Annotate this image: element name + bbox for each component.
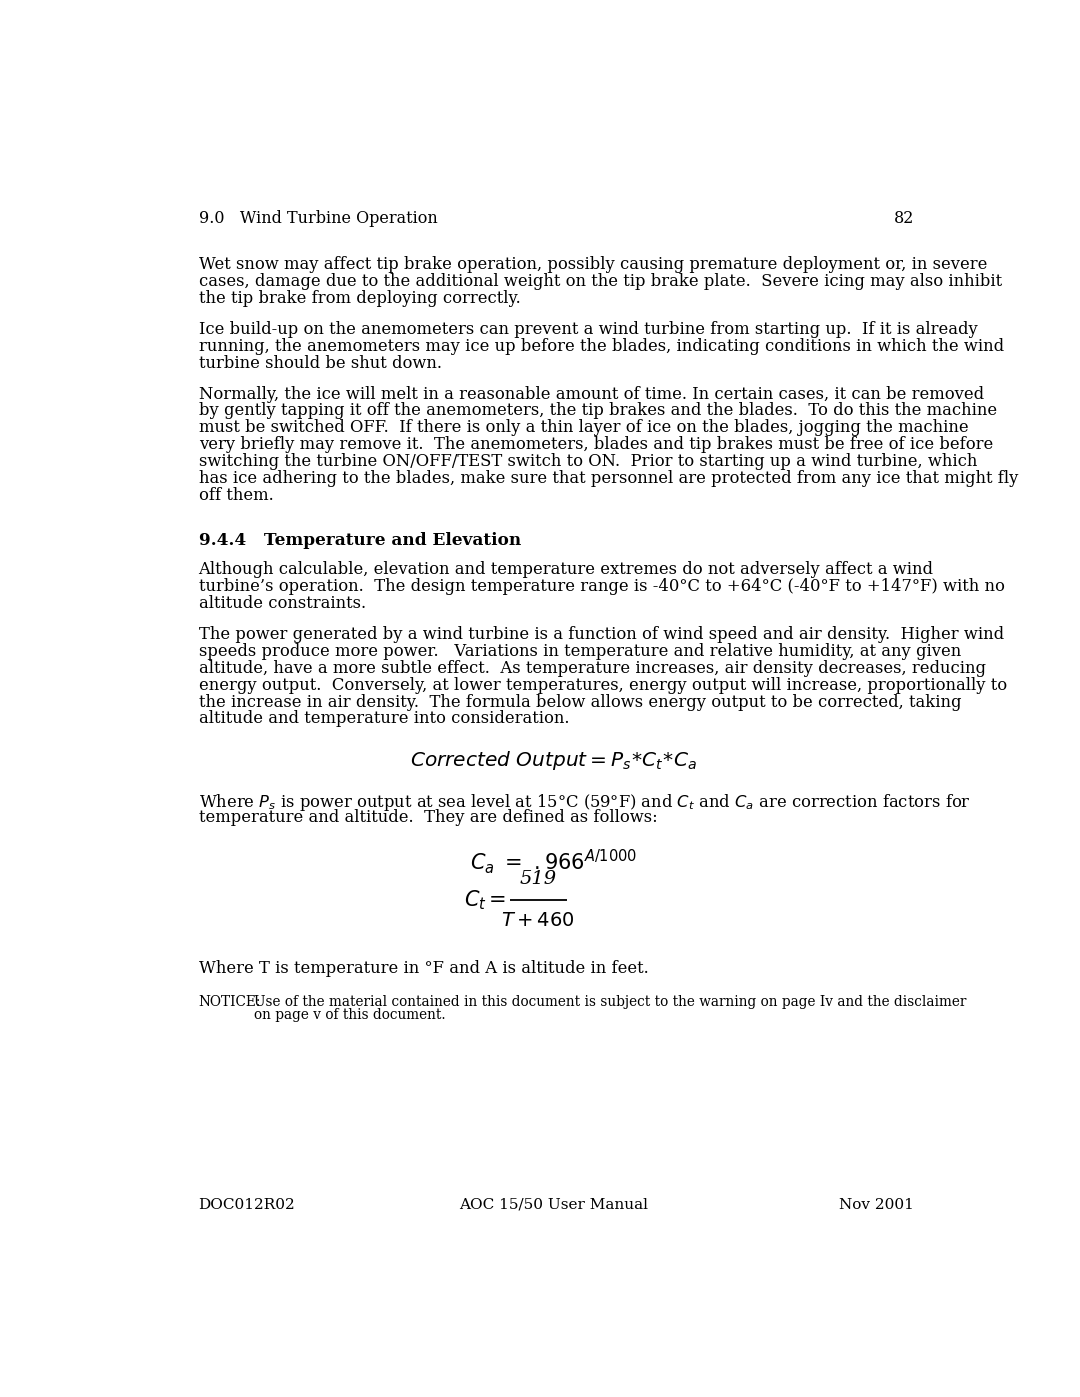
Text: altitude and temperature into consideration.: altitude and temperature into considerat… <box>199 711 569 728</box>
Text: NOTICE:: NOTICE: <box>199 996 261 1010</box>
Text: has ice adhering to the blades, make sure that personnel are protected from any : has ice adhering to the blades, make sur… <box>199 471 1018 488</box>
Text: Although calculable, elevation and temperature extremes do not adversely affect : Although calculable, elevation and tempe… <box>199 562 933 578</box>
Text: on page v of this document.: on page v of this document. <box>255 1007 446 1021</box>
Text: by gently tapping it off the anemometers, the tip brakes and the blades.  To do : by gently tapping it off the anemometers… <box>199 402 997 419</box>
Text: AOC 15/50 User Manual: AOC 15/50 User Manual <box>459 1197 648 1213</box>
Text: $T + 460$: $T + 460$ <box>501 912 575 930</box>
Text: $C_t =$: $C_t =$ <box>464 888 507 912</box>
Text: must be switched OFF.  If there is only a thin layer of ice on the blades, joggi: must be switched OFF. If there is only a… <box>199 419 968 436</box>
Text: Where T is temperature in °F and A is altitude in feet.: Where T is temperature in °F and A is al… <box>199 960 648 977</box>
Text: off them.: off them. <box>199 488 273 504</box>
Text: DOC012R02: DOC012R02 <box>199 1197 295 1213</box>
Text: running, the anemometers may ice up before the blades, indicating conditions in : running, the anemometers may ice up befo… <box>199 338 1003 355</box>
Text: The power generated by a wind turbine is a function of wind speed and air densit: The power generated by a wind turbine is… <box>199 626 1003 643</box>
Text: 9.0   Wind Turbine Operation: 9.0 Wind Turbine Operation <box>199 210 437 226</box>
Text: altitude, have a more subtle effect.  As temperature increases, air density decr: altitude, have a more subtle effect. As … <box>199 659 986 676</box>
Text: cases, damage due to the additional weight on the tip brake plate.  Severe icing: cases, damage due to the additional weig… <box>199 274 1001 291</box>
Text: Use of the material contained in this document is subject to the warning on page: Use of the material contained in this do… <box>255 996 967 1010</box>
Text: $C_a\ =\ .966^{A/1000}$: $C_a\ =\ .966^{A/1000}$ <box>470 848 637 876</box>
Text: Where $P_s$ is power output at sea level at 15°C (59°F) and $C_t$ and $C_a$ are : Where $P_s$ is power output at sea level… <box>199 792 970 813</box>
Text: 519: 519 <box>519 869 556 887</box>
Text: temperature and altitude.  They are defined as follows:: temperature and altitude. They are defin… <box>199 809 658 826</box>
Text: Normally, the ice will melt in a reasonable amount of time. In certain cases, it: Normally, the ice will melt in a reasona… <box>199 386 984 402</box>
Text: the increase in air density.  The formula below allows energy output to be corre: the increase in air density. The formula… <box>199 693 961 711</box>
Text: speeds produce more power.   Variations in temperature and relative humidity, at: speeds produce more power. Variations in… <box>199 643 961 659</box>
Text: energy output.  Conversely, at lower temperatures, energy output will increase, : energy output. Conversely, at lower temp… <box>199 676 1007 693</box>
Text: the tip brake from deploying correctly.: the tip brake from deploying correctly. <box>199 291 521 307</box>
Text: altitude constraints.: altitude constraints. <box>199 595 366 612</box>
Text: Nov 2001: Nov 2001 <box>839 1197 914 1213</box>
Text: 9.4.4   Temperature and Elevation: 9.4.4 Temperature and Elevation <box>199 532 521 549</box>
Text: turbine’s operation.  The design temperature range is -40°C to +64°C (-40°F to +: turbine’s operation. The design temperat… <box>199 578 1004 595</box>
Text: turbine should be shut down.: turbine should be shut down. <box>199 355 442 372</box>
Text: Wet snow may affect tip brake operation, possibly causing premature deployment o: Wet snow may affect tip brake operation,… <box>199 256 987 274</box>
Text: 82: 82 <box>893 210 914 226</box>
Text: switching the turbine ON/OFF/TEST switch to ON.  Prior to starting up a wind tur: switching the turbine ON/OFF/TEST switch… <box>199 453 977 471</box>
Text: Ice build-up on the anemometers can prevent a wind turbine from starting up.  If: Ice build-up on the anemometers can prev… <box>199 321 977 338</box>
Text: $\mathit{Corrected\ Output} = P_s \!*\! C_t \!*\! C_a$: $\mathit{Corrected\ Output} = P_s \!*\! … <box>410 749 697 773</box>
Text: very briefly may remove it.  The anemometers, blades and tip brakes must be free: very briefly may remove it. The anemomet… <box>199 436 993 454</box>
